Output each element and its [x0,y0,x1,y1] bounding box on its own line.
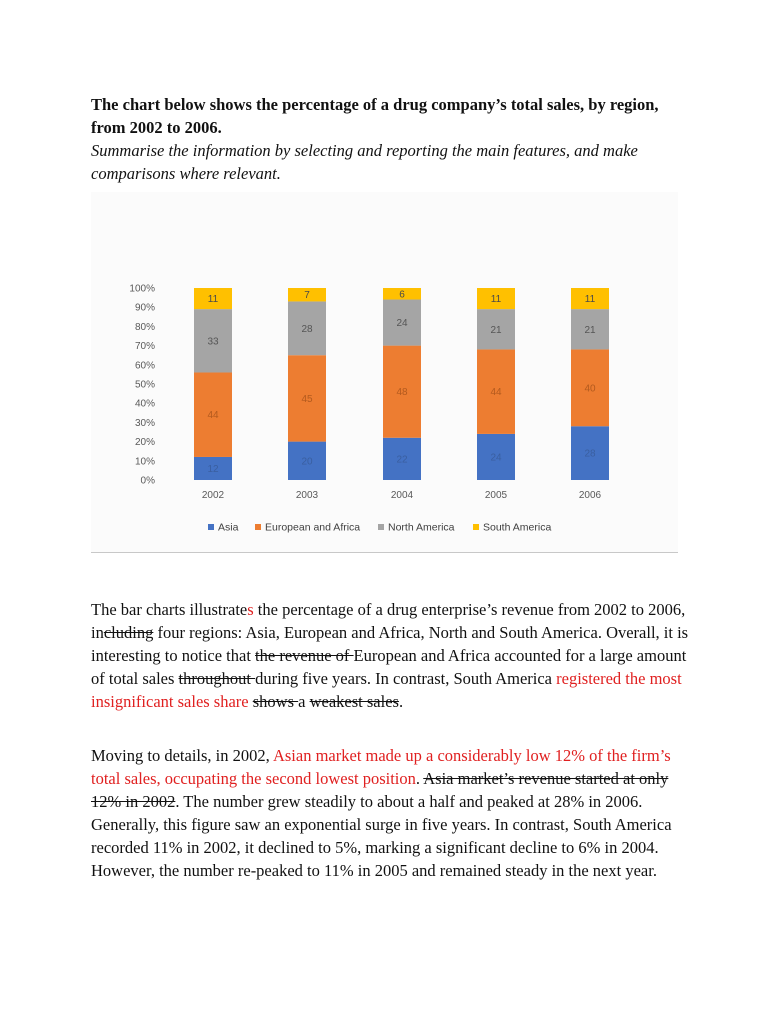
correction-deletion: Asia market’s revenue started at only 12… [91,769,669,811]
legend-swatch [255,524,261,530]
essay-paragraph-2: Moving to details, in 2002, Asian market… [91,744,691,882]
text-run: Moving to details, in 2002, [91,746,273,765]
x-tick-label: 2003 [296,490,319,501]
text-run: a [298,692,310,711]
data-label: 40 [584,383,596,394]
data-label: 45 [301,394,313,405]
text-run: . The number grew steadily to about a ha… [91,792,672,880]
bar-segment [383,437,421,480]
data-label: 48 [396,387,408,398]
x-tick-label: 2006 [579,490,602,501]
correction-deletion: throughout [178,669,256,688]
data-label: 21 [584,325,596,336]
bar-segment [477,309,515,350]
stacked-bar-chart: 0% 10% 20% 30% 40% 50% 60% 70% 80% 90% 100% 12 44 33 1… [129,284,609,534]
bar-segment [194,456,232,480]
bar-segment [383,345,421,438]
y-tick-label: 20% [135,437,155,448]
bar-segment [383,299,421,346]
data-label: 6 [399,289,405,300]
correction-deletion: weakest sales [309,692,399,711]
text-run: the percentage of a drug enterprise’s re… [91,600,686,642]
legend-swatch [473,524,479,530]
bar-segment [194,372,232,457]
y-tick-label: 50% [135,380,155,391]
y-tick-label: 0% [141,476,156,487]
text-run: four regions: Asia, European and Africa,… [91,623,689,665]
bar-segment [194,288,232,310]
y-tick-label: 80% [135,322,155,333]
text-run: . [415,769,424,788]
data-label: 33 [207,336,219,347]
data-label: 44 [490,387,502,398]
correction-deletion: shows [252,692,299,711]
legend-swatch [208,524,214,530]
data-label: 20 [301,456,313,467]
y-tick-label: 40% [135,399,155,410]
data-label: 24 [396,318,408,329]
sales-chart: 0% 10% 20% 30% 40% 50% 60% 70% 80% 90% 100% 12 44 33 1… [91,192,678,553]
bar-segment [571,288,609,310]
data-label: 22 [396,454,408,465]
bar-segment [383,288,421,300]
data-label: 44 [207,410,219,421]
bar-segment [288,441,326,480]
text-run: . [398,692,404,711]
x-tick-label: 2004 [391,490,414,501]
data-label: 24 [490,452,502,463]
y-tick-label: 60% [135,360,155,371]
correction-insert: s [247,600,254,619]
bar-segment [288,301,326,356]
x-tick-label: 2005 [485,490,508,501]
legend-label: North America [388,522,455,534]
legend-swatch [378,524,384,530]
task-title: The chart below shows the percentage of … [91,95,659,137]
bar-segment [477,349,515,434]
data-label: 11 [585,294,596,305]
y-tick-label: 70% [135,341,155,352]
data-label: 28 [584,449,596,460]
bar-segment [571,349,609,427]
legend-label: South America [483,522,551,534]
correction-insert: registered the most insignificant sales … [91,669,682,711]
text-run: European and Africa accounted for a larg… [91,646,687,688]
bar-segment [571,309,609,350]
bar-segment [194,309,232,373]
correction-insert: Asian market made up a considerably low … [91,746,671,788]
data-label: 11 [208,294,219,305]
y-tick-label: 30% [135,418,155,429]
bar-segment [571,426,609,480]
bar-segment [477,288,515,310]
bar-segment [288,288,326,302]
x-tick-label: 2002 [202,490,225,501]
y-tick-label: 10% [135,456,155,467]
data-label: 28 [301,324,313,335]
data-label: 7 [304,290,310,301]
bar-segment [477,433,515,480]
data-label: 12 [207,464,219,475]
y-tick-label: 90% [135,303,155,314]
correction-deletion: the revenue of [255,646,354,665]
legend-label: Asia [218,522,239,534]
text-run: during five years. In contrast, South Am… [255,669,557,688]
bar-segment [288,355,326,442]
essay-paragraph-1: The bar charts illustrates the percentag… [91,598,691,713]
correction-deletion: cluding [103,623,154,642]
text-run: The bar charts illustrate [91,600,248,619]
legend-label: European and Africa [265,522,360,534]
data-label: 21 [490,325,502,336]
task-instruction: Summarise the information by selecting a… [91,141,638,183]
y-tick-label: 100% [129,284,155,295]
data-label: 11 [491,294,502,305]
